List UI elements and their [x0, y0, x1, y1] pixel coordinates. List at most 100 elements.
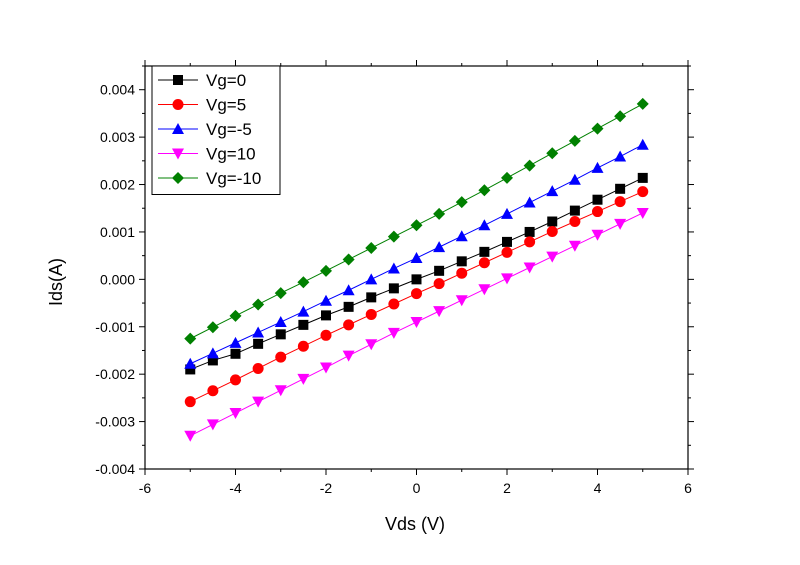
data-point: [523, 159, 536, 172]
x-tick-label: 0: [413, 480, 421, 496]
data-point: [230, 374, 241, 386]
y-tick-label: 0.002: [100, 177, 135, 193]
data-point: [591, 122, 604, 135]
data-point: [410, 317, 423, 329]
data-point: [456, 256, 467, 267]
data-point: [591, 229, 604, 241]
data-point: [614, 196, 626, 208]
data-point: [297, 373, 310, 385]
legend-entry: Vg=0: [158, 71, 246, 90]
data-point: [478, 219, 491, 231]
data-point: [297, 305, 310, 317]
x-tick-label: -2: [320, 480, 333, 496]
data-point: [342, 350, 355, 362]
legend-label: Vg=-5: [206, 120, 252, 139]
data-point: [410, 252, 423, 264]
data-point: [455, 196, 468, 209]
legend-box: [151, 65, 281, 195]
y-tick-label: -0.003: [95, 414, 135, 430]
data-point: [546, 251, 559, 263]
data-point: [637, 172, 648, 183]
data-point: [637, 186, 649, 198]
data-point: [207, 355, 218, 366]
data-point: [297, 340, 309, 352]
data-point: [636, 97, 649, 110]
data-point: [411, 288, 422, 300]
data-point: [591, 161, 604, 173]
data-point: [478, 257, 490, 269]
data-point: [501, 273, 513, 285]
data-point: [568, 134, 581, 147]
data-point: [388, 283, 399, 294]
y-tick-label: -0.001: [95, 319, 135, 335]
data-point: [568, 173, 581, 185]
data-point: [478, 284, 491, 296]
data-point: [320, 294, 332, 306]
data-point: [410, 219, 423, 232]
data-point: [207, 385, 219, 397]
data-point: [206, 419, 219, 431]
data-point: [501, 207, 513, 219]
data-point: [569, 216, 581, 228]
data-point: [546, 185, 559, 197]
data-point: [320, 329, 332, 341]
x-tick-label: -6: [139, 480, 152, 496]
data-point: [433, 241, 446, 253]
data-point: [614, 218, 627, 230]
data-point: [387, 230, 400, 243]
legend-label: Vg=-10: [206, 169, 261, 188]
data-point: [274, 287, 287, 300]
data-point: [523, 196, 536, 208]
data-point: [206, 347, 219, 359]
x-tick-label: -4: [229, 480, 242, 496]
data-point: [501, 246, 513, 258]
data-point: [524, 236, 536, 248]
y-tick-label: 0.004: [100, 82, 135, 98]
data-point: [456, 267, 468, 279]
data-point: [297, 276, 310, 289]
legend-marker: [172, 172, 184, 184]
data-point: [320, 264, 332, 277]
data-point: [230, 348, 241, 359]
data-point: [614, 150, 627, 162]
data-point: [252, 396, 265, 408]
series-Vg=-10: [184, 97, 649, 345]
data-point: [275, 351, 287, 363]
data-point: [274, 316, 287, 328]
legend-marker: [172, 123, 184, 134]
legend-entry: Vg=-5: [158, 120, 252, 139]
x-axis-title: Vds (V): [385, 514, 445, 534]
y-tick-label: -0.002: [95, 366, 135, 382]
data-point: [184, 357, 197, 369]
data-point: [387, 327, 400, 339]
data-point: [411, 274, 422, 285]
data-point: [433, 207, 446, 220]
data-point: [366, 292, 377, 303]
data-point: [365, 242, 378, 255]
data-point: [320, 362, 332, 374]
data-point: [478, 184, 491, 197]
data-point: [455, 295, 468, 307]
series-Vg=-5: [184, 138, 649, 369]
data-point: [614, 110, 627, 123]
y-tick-label: -0.004: [95, 461, 135, 477]
x-tick-label: 2: [503, 480, 511, 496]
y-axis-title: Ids(A): [46, 258, 66, 306]
data-point: [184, 430, 197, 442]
data-point: [388, 298, 400, 310]
data-point: [592, 194, 603, 205]
legend-label: Vg=5: [206, 96, 246, 115]
x-tick-label: 6: [684, 480, 692, 496]
y-tick-label: 0.003: [100, 129, 135, 145]
data-point: [523, 262, 536, 274]
legend: Vg=0 Vg=5 Vg=-5 Vg=10 Vg=-10: [151, 65, 281, 195]
x-tick-label: 4: [594, 480, 602, 496]
axes: -6 -4 -2 0 2 4 6 -0.004 -0.003 -0.002 -0.001 0.000 0…: [95, 60, 694, 496]
data-point: [184, 396, 196, 408]
data-point: [434, 265, 445, 276]
legend-entry: Vg=5: [158, 96, 246, 115]
data-point: [501, 171, 513, 184]
data-point: [546, 225, 558, 237]
data-point: [229, 408, 242, 420]
data-point: [343, 319, 355, 331]
